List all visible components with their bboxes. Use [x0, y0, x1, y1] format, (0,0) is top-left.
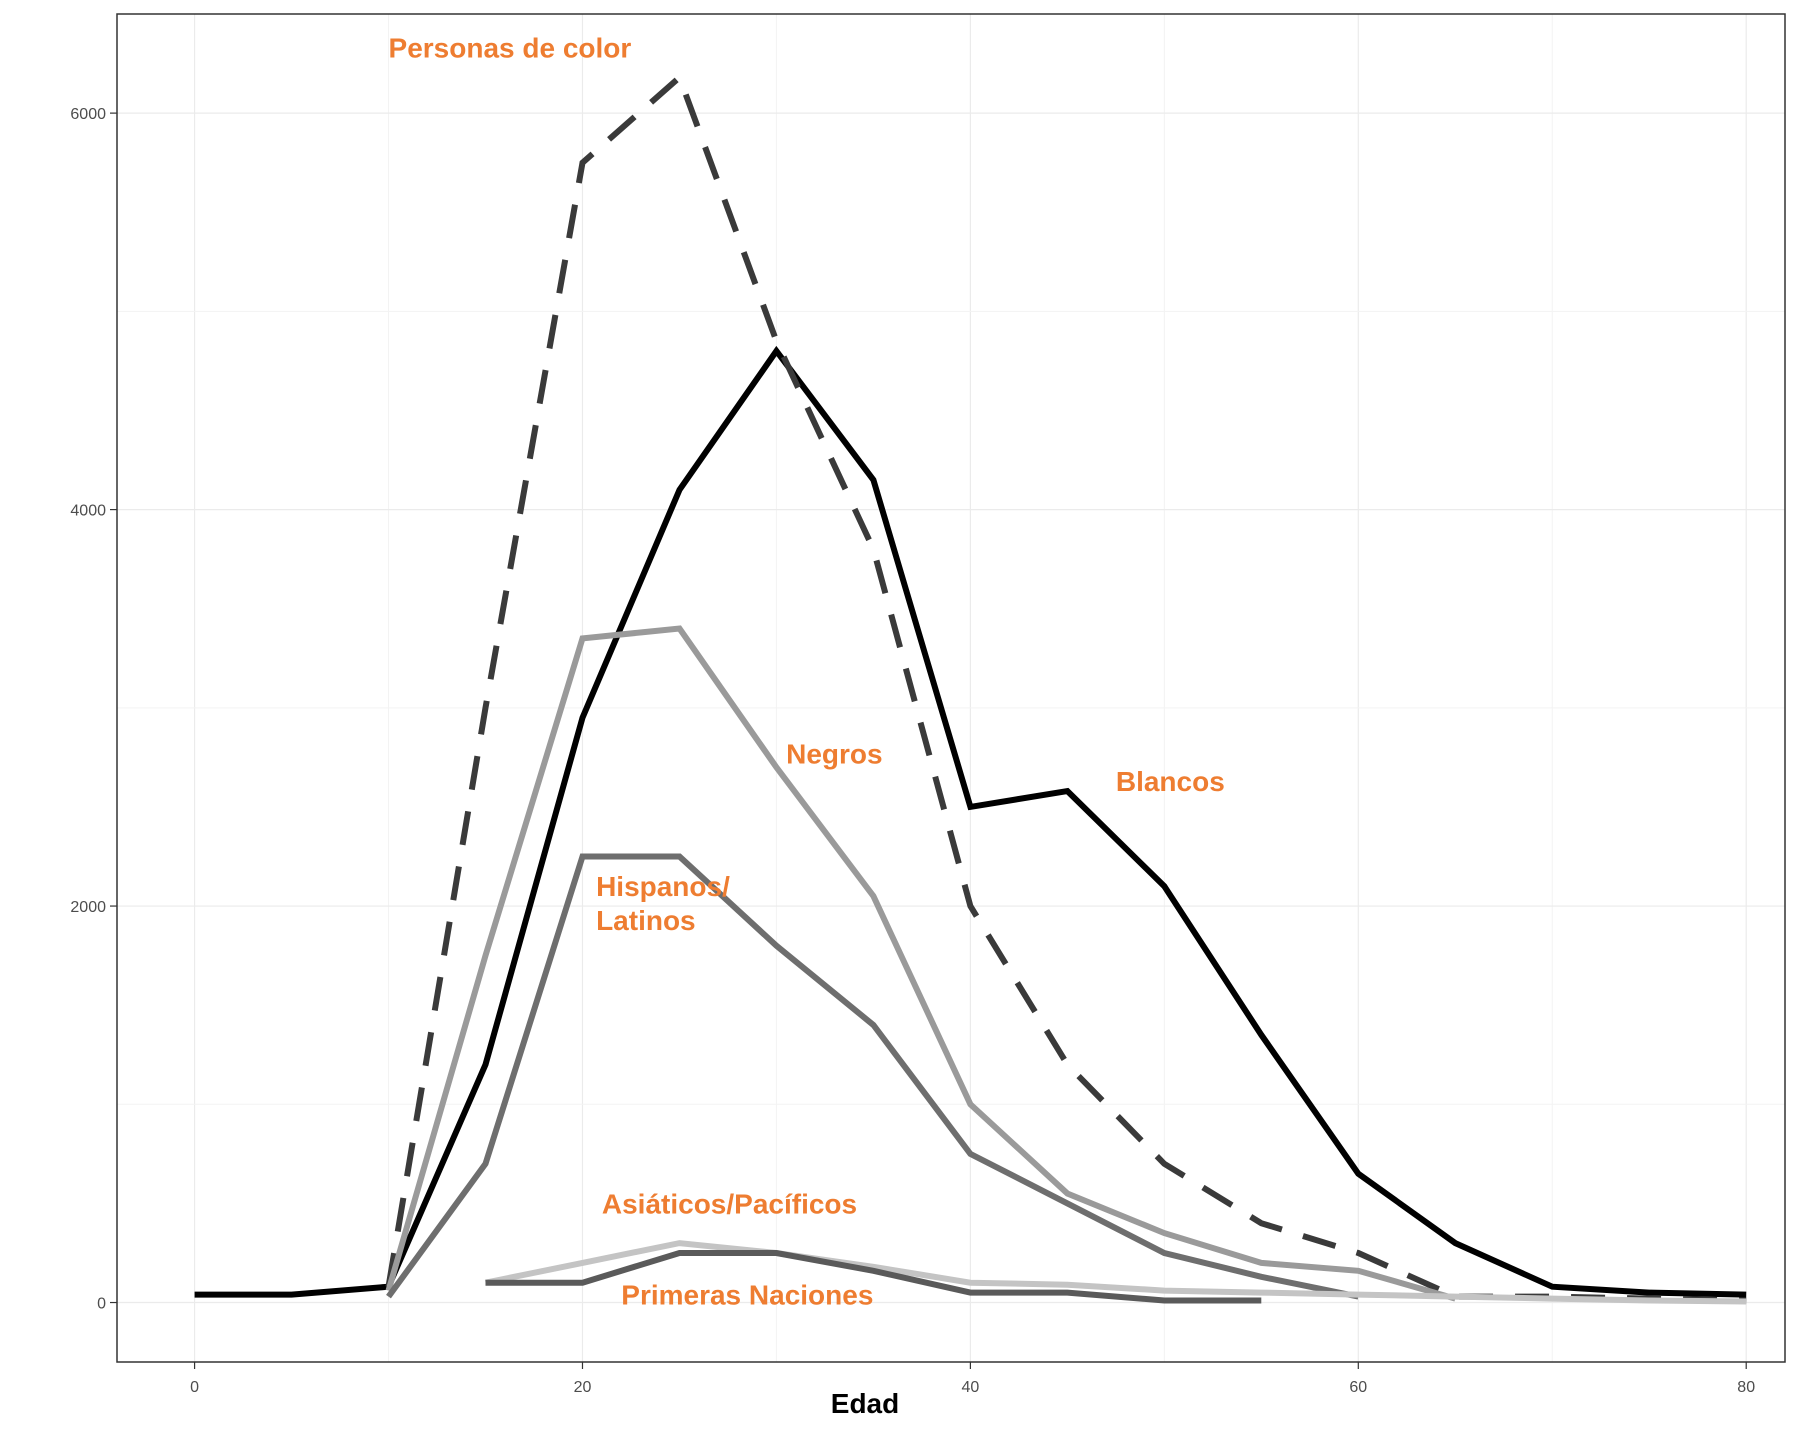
- annotation-primeras-naciones: Primeras Naciones: [621, 1280, 873, 1311]
- series-lines: [194, 72, 1747, 1305]
- annotation-negros: Negros: [786, 738, 882, 769]
- annotation-line: Negros: [786, 738, 882, 769]
- x-tick-label: 20: [574, 1379, 592, 1396]
- annotation-line: Personas de color: [389, 33, 632, 64]
- series-line-hispanos-latinos: [386, 853, 1359, 1300]
- grid: [117, 14, 1785, 1362]
- annotation-asiaticos-pacificos: Asiáticos/Pacíficos: [602, 1188, 857, 1219]
- x-tick-label: 80: [1737, 1379, 1755, 1396]
- annotation-blancos: Blancos: [1116, 766, 1225, 797]
- annotation-line: Primeras Naciones: [621, 1280, 873, 1311]
- x-tick-label: 60: [1349, 1379, 1367, 1396]
- y-tick-label: 4000: [70, 503, 106, 520]
- annotation-line: Latinos: [596, 905, 696, 936]
- y-tick-label: 6000: [70, 106, 106, 123]
- x-tick-label: 0: [190, 1379, 199, 1396]
- axis-ticks: 0 20 40 60 80 0 2000 4000 6000: [70, 106, 1755, 1396]
- x-axis-title: Edad: [831, 1388, 899, 1419]
- x-tick-label: 40: [961, 1379, 979, 1396]
- annotation-hispanos-latinos: Hispanos/Latinos: [596, 871, 730, 936]
- series-line-blancos: [194, 345, 1747, 1298]
- series-annotations: Personas de color Blancos Negros Hispanos/L…: [389, 33, 1225, 1311]
- series-line-negros: [385, 625, 1457, 1302]
- series-line-asiaticos-pacificos: [484, 1240, 1747, 1305]
- annotation-line: Asiáticos/Pacíficos: [602, 1188, 857, 1219]
- series-line-primeras-naciones: [485, 1250, 1262, 1304]
- annotation-line: Hispanos/: [596, 871, 730, 902]
- plot-border: [116, 13, 1786, 1363]
- y-tick-label: 0: [97, 1296, 106, 1313]
- y-tick-label: 2000: [70, 899, 106, 916]
- annotation-personas-de-color: Personas de color: [389, 33, 632, 64]
- annotation-line: Blancos: [1116, 766, 1225, 797]
